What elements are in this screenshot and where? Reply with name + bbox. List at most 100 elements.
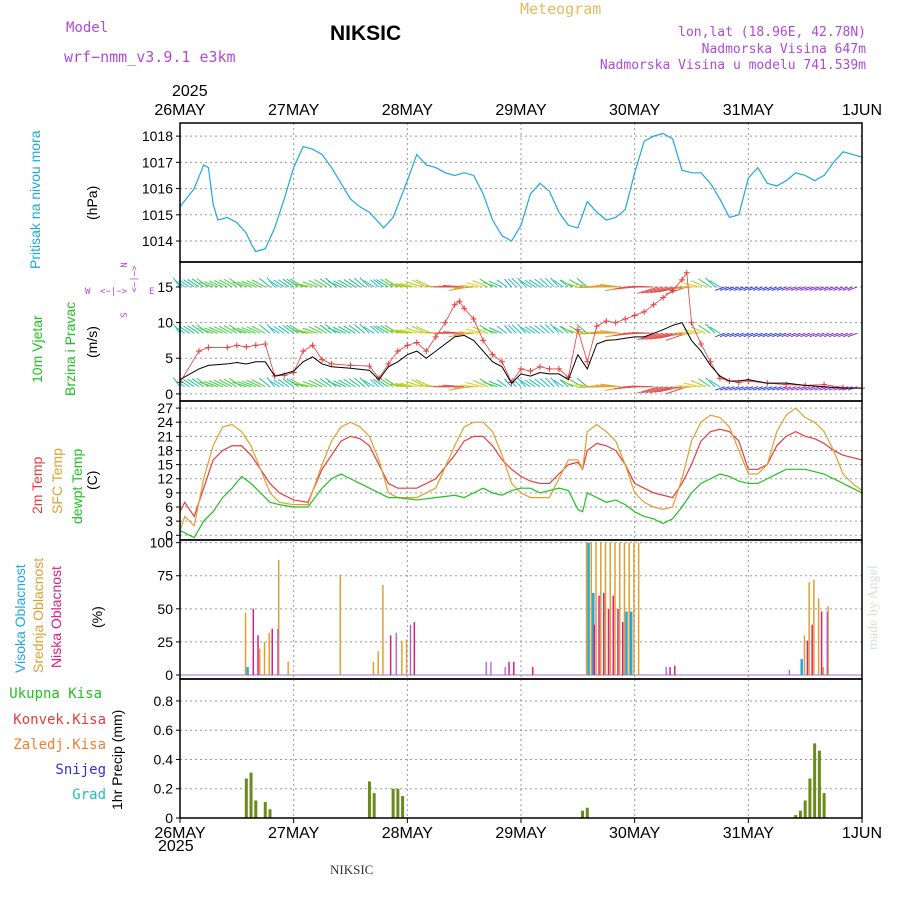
wind-gust-marker [683,269,690,276]
wind-arrow [308,326,323,334]
cloud-bar [401,640,403,676]
wind-arrow [359,277,370,288]
wind-arrow [223,278,238,288]
wind-arrow [376,325,389,334]
wind-arrow [654,286,678,293]
wind-arrow [259,324,271,334]
xtick-label-top: 1JUN [842,102,882,119]
wind-arrow [715,386,725,391]
wind-arrow [278,378,290,388]
wind-arrow [632,385,654,388]
wind-arrow [173,377,181,388]
wind-arrow [842,332,853,338]
wind-arrow [282,325,294,334]
wind-arrow [209,380,223,388]
ytick-label: 12 [157,471,173,487]
precip-bar [822,793,826,818]
meteogram-title: Meteogram [520,0,602,18]
wind-arrow [534,325,545,334]
wind-arrow [757,332,768,338]
wind-arrow [645,332,668,340]
ytick-label: 9 [165,485,173,501]
xtick-label-bottom: 30MAY [609,825,661,842]
cloud-bar [244,612,247,676]
wind-arrow [363,326,375,334]
wind-arrow [529,325,541,334]
wind-arrow [459,284,479,288]
wind-arrow [191,278,204,288]
wind-arrow [561,327,578,334]
precip-bar [263,801,267,818]
wind-arrow [705,277,716,288]
wind-arrow [333,280,346,288]
wind-arrow [520,326,531,334]
wind-arrow [658,286,683,293]
wind-arrow [738,332,749,338]
cloud-bar [531,667,534,676]
wind-arrow [800,386,811,391]
wind-gust-marker [394,348,401,355]
footer-station: NIKSIC [330,862,374,877]
wind-arrow [338,326,351,334]
wind-arrow [232,381,247,388]
wind-arrow [390,283,408,288]
precip-bar [817,750,821,818]
ytick-label: 15 [157,279,173,295]
wind-arrow [363,379,375,388]
wind-gust-marker [679,276,686,283]
wind-arrow [268,326,280,334]
cloud-bar [413,622,416,676]
cloud-bar [339,574,342,676]
wind-arrow [496,279,508,288]
wind-arrow [709,280,721,288]
wind-arrow [354,324,366,334]
wind-arrow [415,279,432,288]
precip-bar [367,781,371,818]
cloud-bar [595,542,597,676]
wind-gust-marker [413,339,420,346]
wind-arrow [790,286,801,291]
wind-gust-marker [489,351,496,358]
wind-arrow [719,286,730,291]
wind-gust-marker [499,358,506,365]
wind-arrow [229,324,242,334]
wind-arrow [292,329,308,334]
wind-arrow [762,332,773,338]
cloud-bar [621,622,624,676]
wind-arrow [790,386,801,391]
wind-arrow [637,286,659,294]
precip-bar [396,788,400,818]
wind-arrow [590,285,612,288]
wind-arrow [786,386,796,391]
wind-arrow [380,278,394,288]
wind-arrow [550,277,560,288]
wind-arrow [204,327,219,334]
wind-arrow [363,280,375,288]
wind-gust-marker [688,319,695,326]
wind-gust-marker [205,344,212,351]
wind-arrow [553,279,564,288]
wind-arrow [483,328,498,334]
wind-arrow [251,325,266,334]
wind-arrow [600,283,621,288]
wind-gust-marker [546,365,553,372]
wind-gust-marker [470,316,477,323]
ytick-label: 50 [157,601,173,617]
wind-arrow [187,325,200,334]
cloud-bar [590,542,593,676]
wind-arrow [553,379,564,388]
wind-gust-marker [660,294,667,301]
wind-arrow [273,325,285,334]
wind-arrow [752,286,763,291]
wind-arrow [327,380,342,388]
wind-arrow [677,385,697,388]
wind-arrow [517,377,527,388]
wind-arrow [762,286,773,291]
wind-arrow [395,283,413,288]
precip-bar [808,778,812,818]
wind-gust-marker [243,343,250,350]
cloud-bar [600,542,602,676]
wind-arrow [204,281,219,288]
wind-arrow [559,325,569,334]
